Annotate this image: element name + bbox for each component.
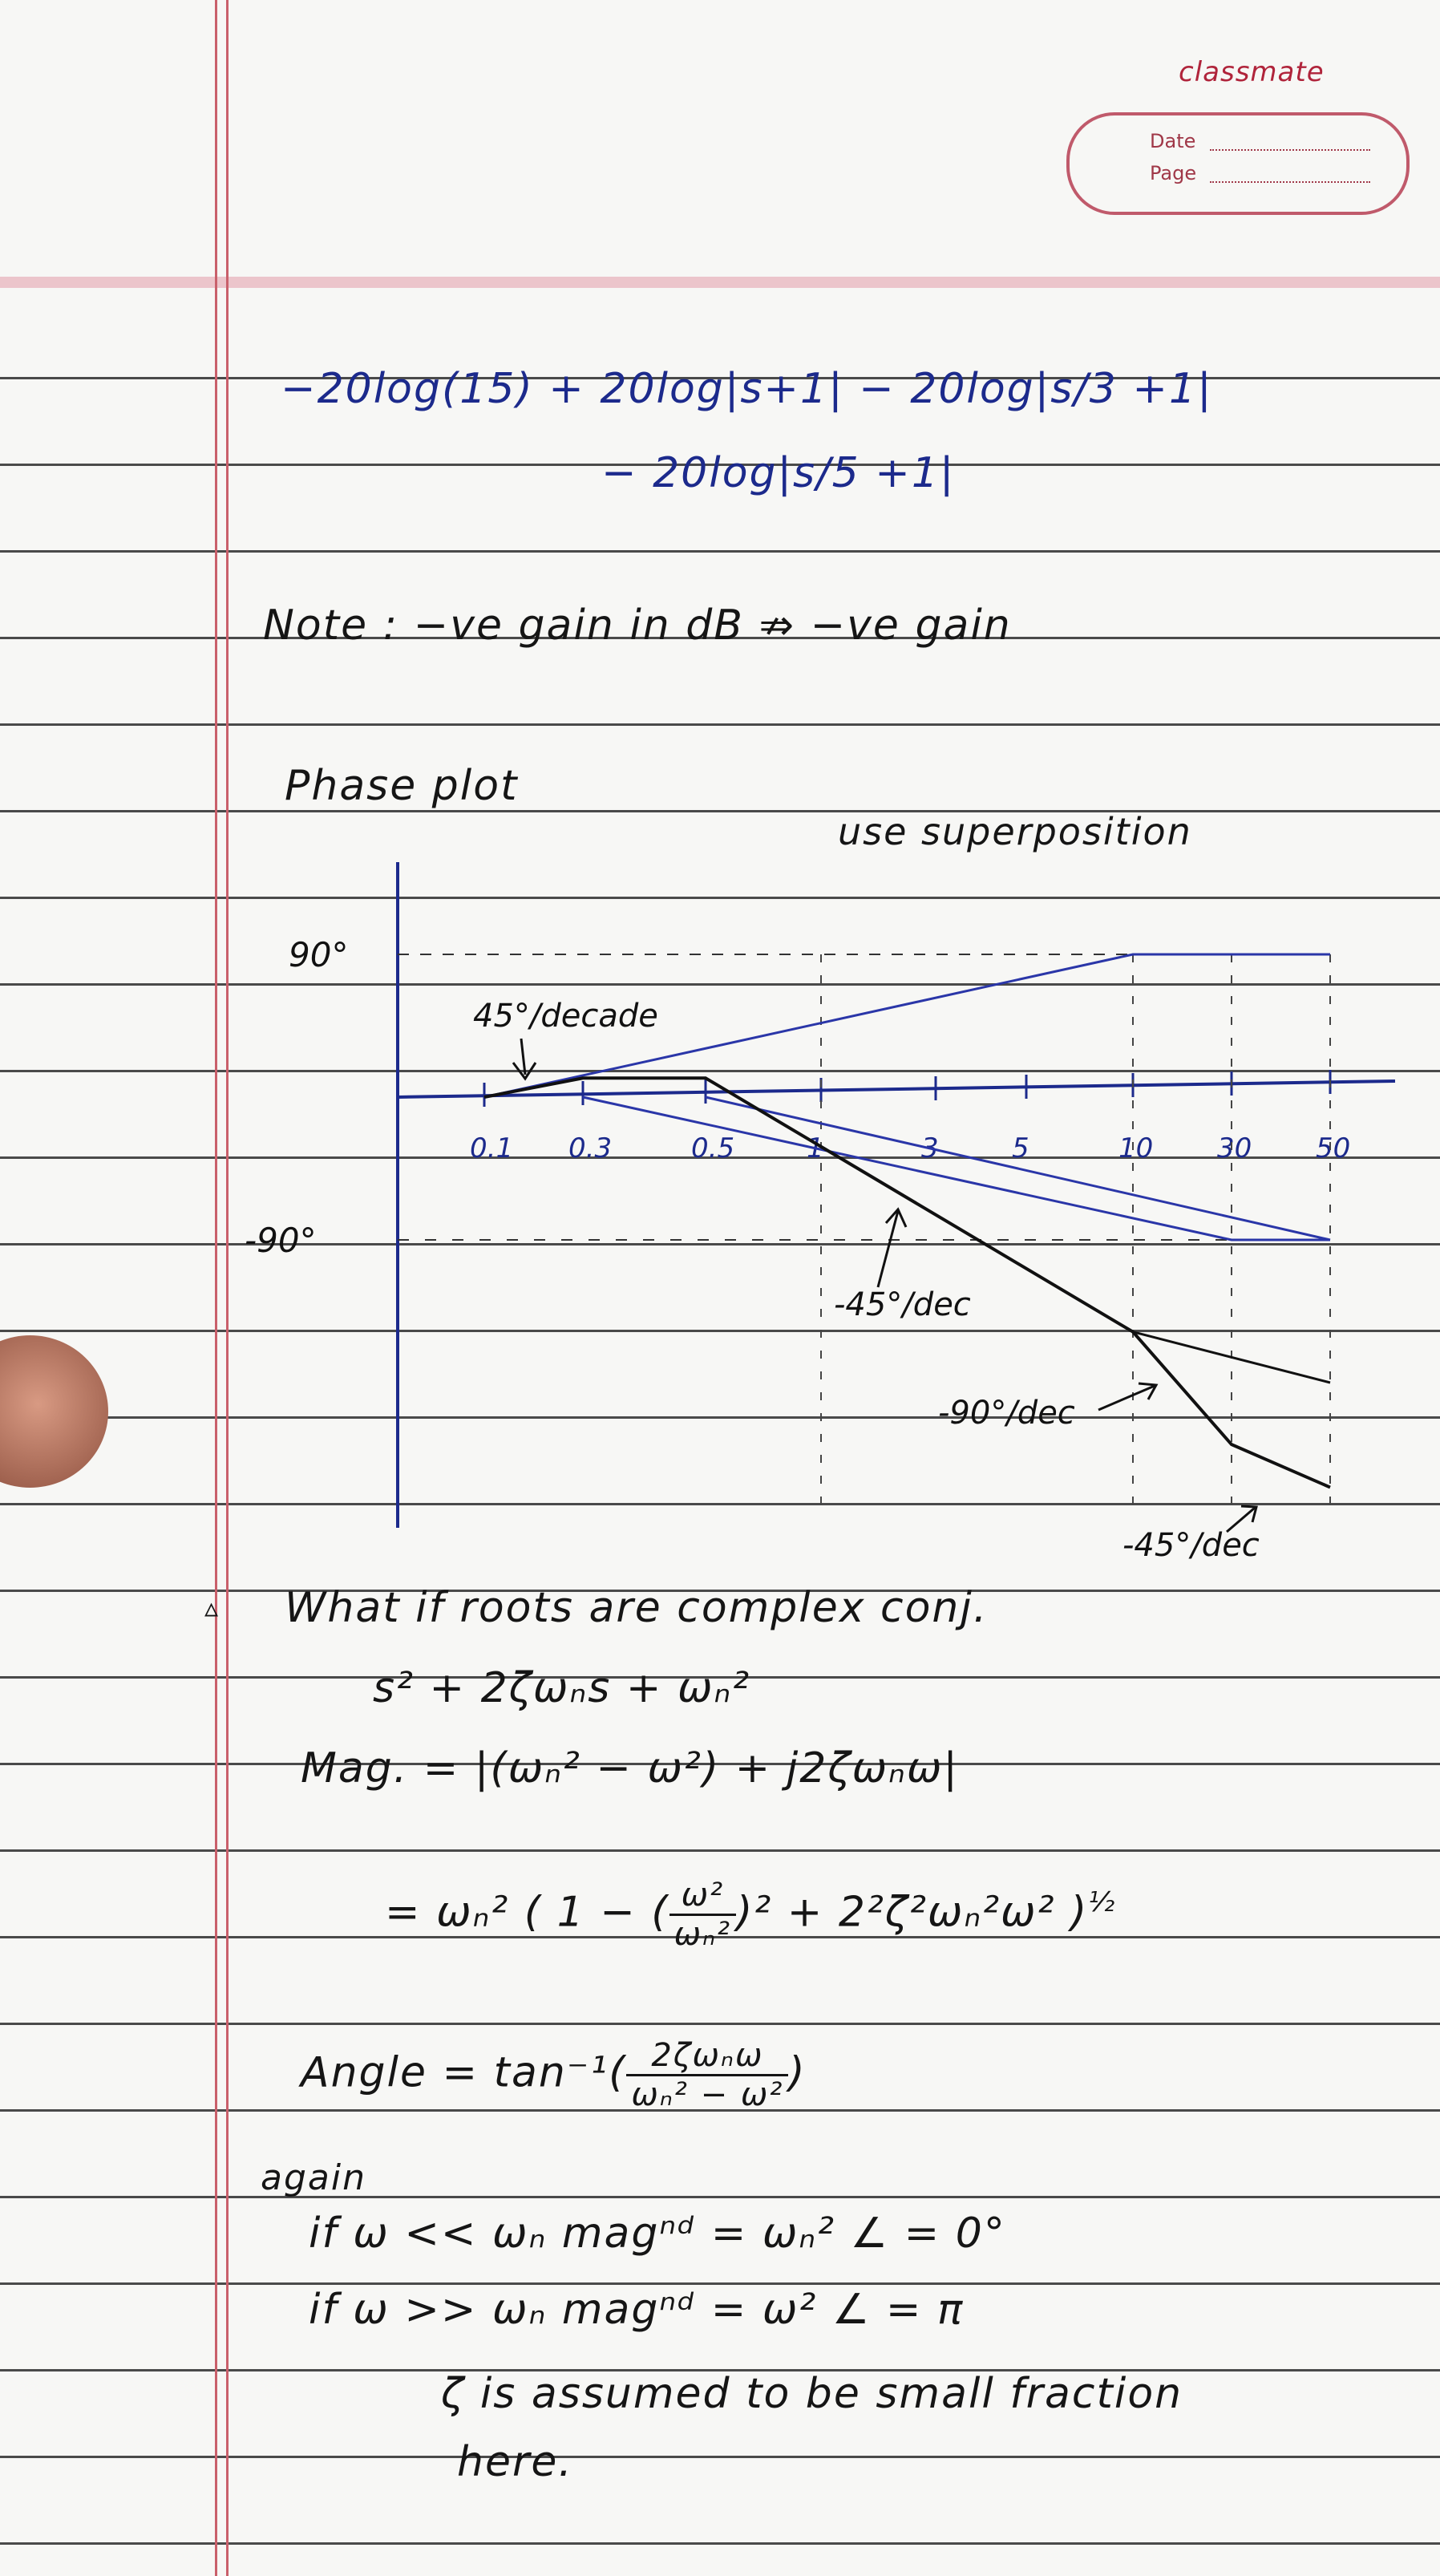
ruled-line	[0, 1243, 1440, 1245]
mag-expression: |(ωₙ² − ω²) + j2ζωₙω|	[474, 1744, 959, 1792]
ruled-line	[0, 464, 1440, 466]
annotation-label: -45°/dec	[1122, 1527, 1260, 1564]
equation-line-1: −20log(15) + 20log|s+1| − 20log|s/3 +1|	[281, 365, 1213, 413]
mag2-exponent: ½	[1088, 1886, 1117, 1919]
arrow-icon	[512, 1038, 537, 1081]
phase-curve	[483, 1076, 1331, 1489]
ruled-line	[0, 1936, 1440, 1938]
ruled-line	[0, 723, 1440, 726]
annotation-label: -45°/dec	[834, 1286, 971, 1323]
magnitude-expanded: = ωₙ² ( 1 − (ω² ωₙ²)² + 2²ζ²ωₙ²ω² )½	[385, 1877, 1116, 1953]
y-tick-label: -90°	[245, 1221, 317, 1260]
note: Note : −ve gain in dB ⇏ −ve gain	[263, 601, 1012, 650]
ruled-line	[0, 983, 1440, 986]
x-tick-label: 30	[1217, 1132, 1252, 1164]
remark-end: here.	[457, 2438, 573, 2486]
x-tick-label: 10	[1118, 1132, 1153, 1164]
mag2-suffix: )² + 2²ζ²ωₙ²ω² )	[736, 1888, 1089, 1937]
x-tick-label: 0.5	[691, 1132, 734, 1164]
annotation-label: 45°/decade	[473, 998, 658, 1035]
ruled-line	[0, 1590, 1440, 1592]
angle-num: 2ζωₙω	[626, 2037, 789, 2076]
angle-label: Angle = tan⁻¹(	[301, 2048, 627, 2097]
ruled-line	[0, 2282, 1440, 2285]
question: What if roots are complex conj.	[285, 1584, 989, 1632]
ruled-line	[0, 1849, 1440, 1852]
again: again	[261, 2157, 366, 2198]
x-tick-label: 50	[1316, 1132, 1350, 1164]
ruled-line	[0, 1070, 1440, 1072]
ruled-line	[0, 2456, 1440, 2458]
mag2-den: ωₙ²	[673, 1916, 732, 1953]
x-tick-label: 5	[1012, 1132, 1029, 1164]
bullet-icon: ▵	[204, 1592, 220, 1624]
ruled-line	[0, 1416, 1440, 1419]
phase-curve	[705, 1096, 1331, 1241]
margin-line	[215, 0, 217, 2576]
phase-plot-heading: Phase plot	[285, 762, 519, 810]
arrow-icon	[1226, 1505, 1258, 1533]
angle-fraction: 2ζωₙω ωₙ² − ω²	[626, 2037, 789, 2113]
equation-line-2: − 20log|s/5 +1|	[601, 449, 956, 497]
ruled-line	[0, 2542, 1440, 2545]
page-label: Page	[1150, 162, 1197, 184]
phase-curve	[582, 1096, 1330, 1241]
ruled-line	[0, 897, 1440, 899]
y-tick-label: 90°	[289, 935, 348, 974]
x-axis	[397, 1079, 1396, 1099]
margin-line	[226, 0, 229, 2576]
ruled-line	[0, 1676, 1440, 1679]
ruled-line	[0, 2196, 1440, 2198]
phase-curve	[483, 953, 1330, 1099]
date-label: Date	[1150, 130, 1196, 152]
x-tick-label: 0.1	[470, 1132, 513, 1164]
ruled-line	[0, 1156, 1440, 1159]
ruled-line	[0, 377, 1440, 379]
magnitude-line: Mag. = |(ωₙ² − ω²) + j2ζωₙω|	[301, 1744, 959, 1792]
arrow-icon	[876, 1207, 908, 1288]
ruled-line	[0, 550, 1440, 553]
side-note: use superposition	[838, 810, 1192, 853]
ruled-line	[0, 2109, 1440, 2112]
mag2-fraction: ω² ωₙ²	[669, 1877, 737, 1953]
x-tick-label: 0.3	[568, 1132, 612, 1164]
angle-close: )	[788, 2048, 807, 2097]
brand-logo: classmate	[1179, 56, 1325, 88]
annotation-label: -90°/dec	[938, 1395, 1075, 1432]
case-low-frequency: if ω << ωₙ magⁿᵈ = ωₙ² ∠ = 0°	[309, 2209, 1006, 2258]
ruled-line	[0, 637, 1440, 639]
angle-den: ωₙ² − ω²	[631, 2076, 784, 2113]
header-band	[0, 277, 1440, 288]
remark: ζ is assumed to be small fraction	[441, 2370, 1183, 2418]
ruled-line	[0, 1330, 1440, 1332]
case-high-frequency: if ω >> ωₙ magⁿᵈ = ω² ∠ = π	[309, 2286, 965, 2334]
date-page-box: Date Page	[1066, 112, 1410, 215]
mag-label: Mag. =	[301, 1744, 460, 1792]
arrow-icon	[1098, 1382, 1159, 1412]
ruled-line	[0, 2023, 1440, 2025]
ruled-line	[0, 2369, 1440, 2371]
phase-curve	[1132, 1331, 1331, 1384]
mag2-num: ω²	[669, 1877, 737, 1916]
angle-line: Angle = tan⁻¹(2ζωₙω ωₙ² − ω²)	[301, 2037, 807, 2113]
ruled-line	[0, 1763, 1440, 1765]
mag2-prefix: = ωₙ² ( 1 − (	[385, 1888, 669, 1937]
ruled-line	[0, 1503, 1440, 1505]
polynomial: s² + 2ζωₙs + ωₙ²	[373, 1664, 751, 1712]
ruled-line	[0, 810, 1440, 812]
